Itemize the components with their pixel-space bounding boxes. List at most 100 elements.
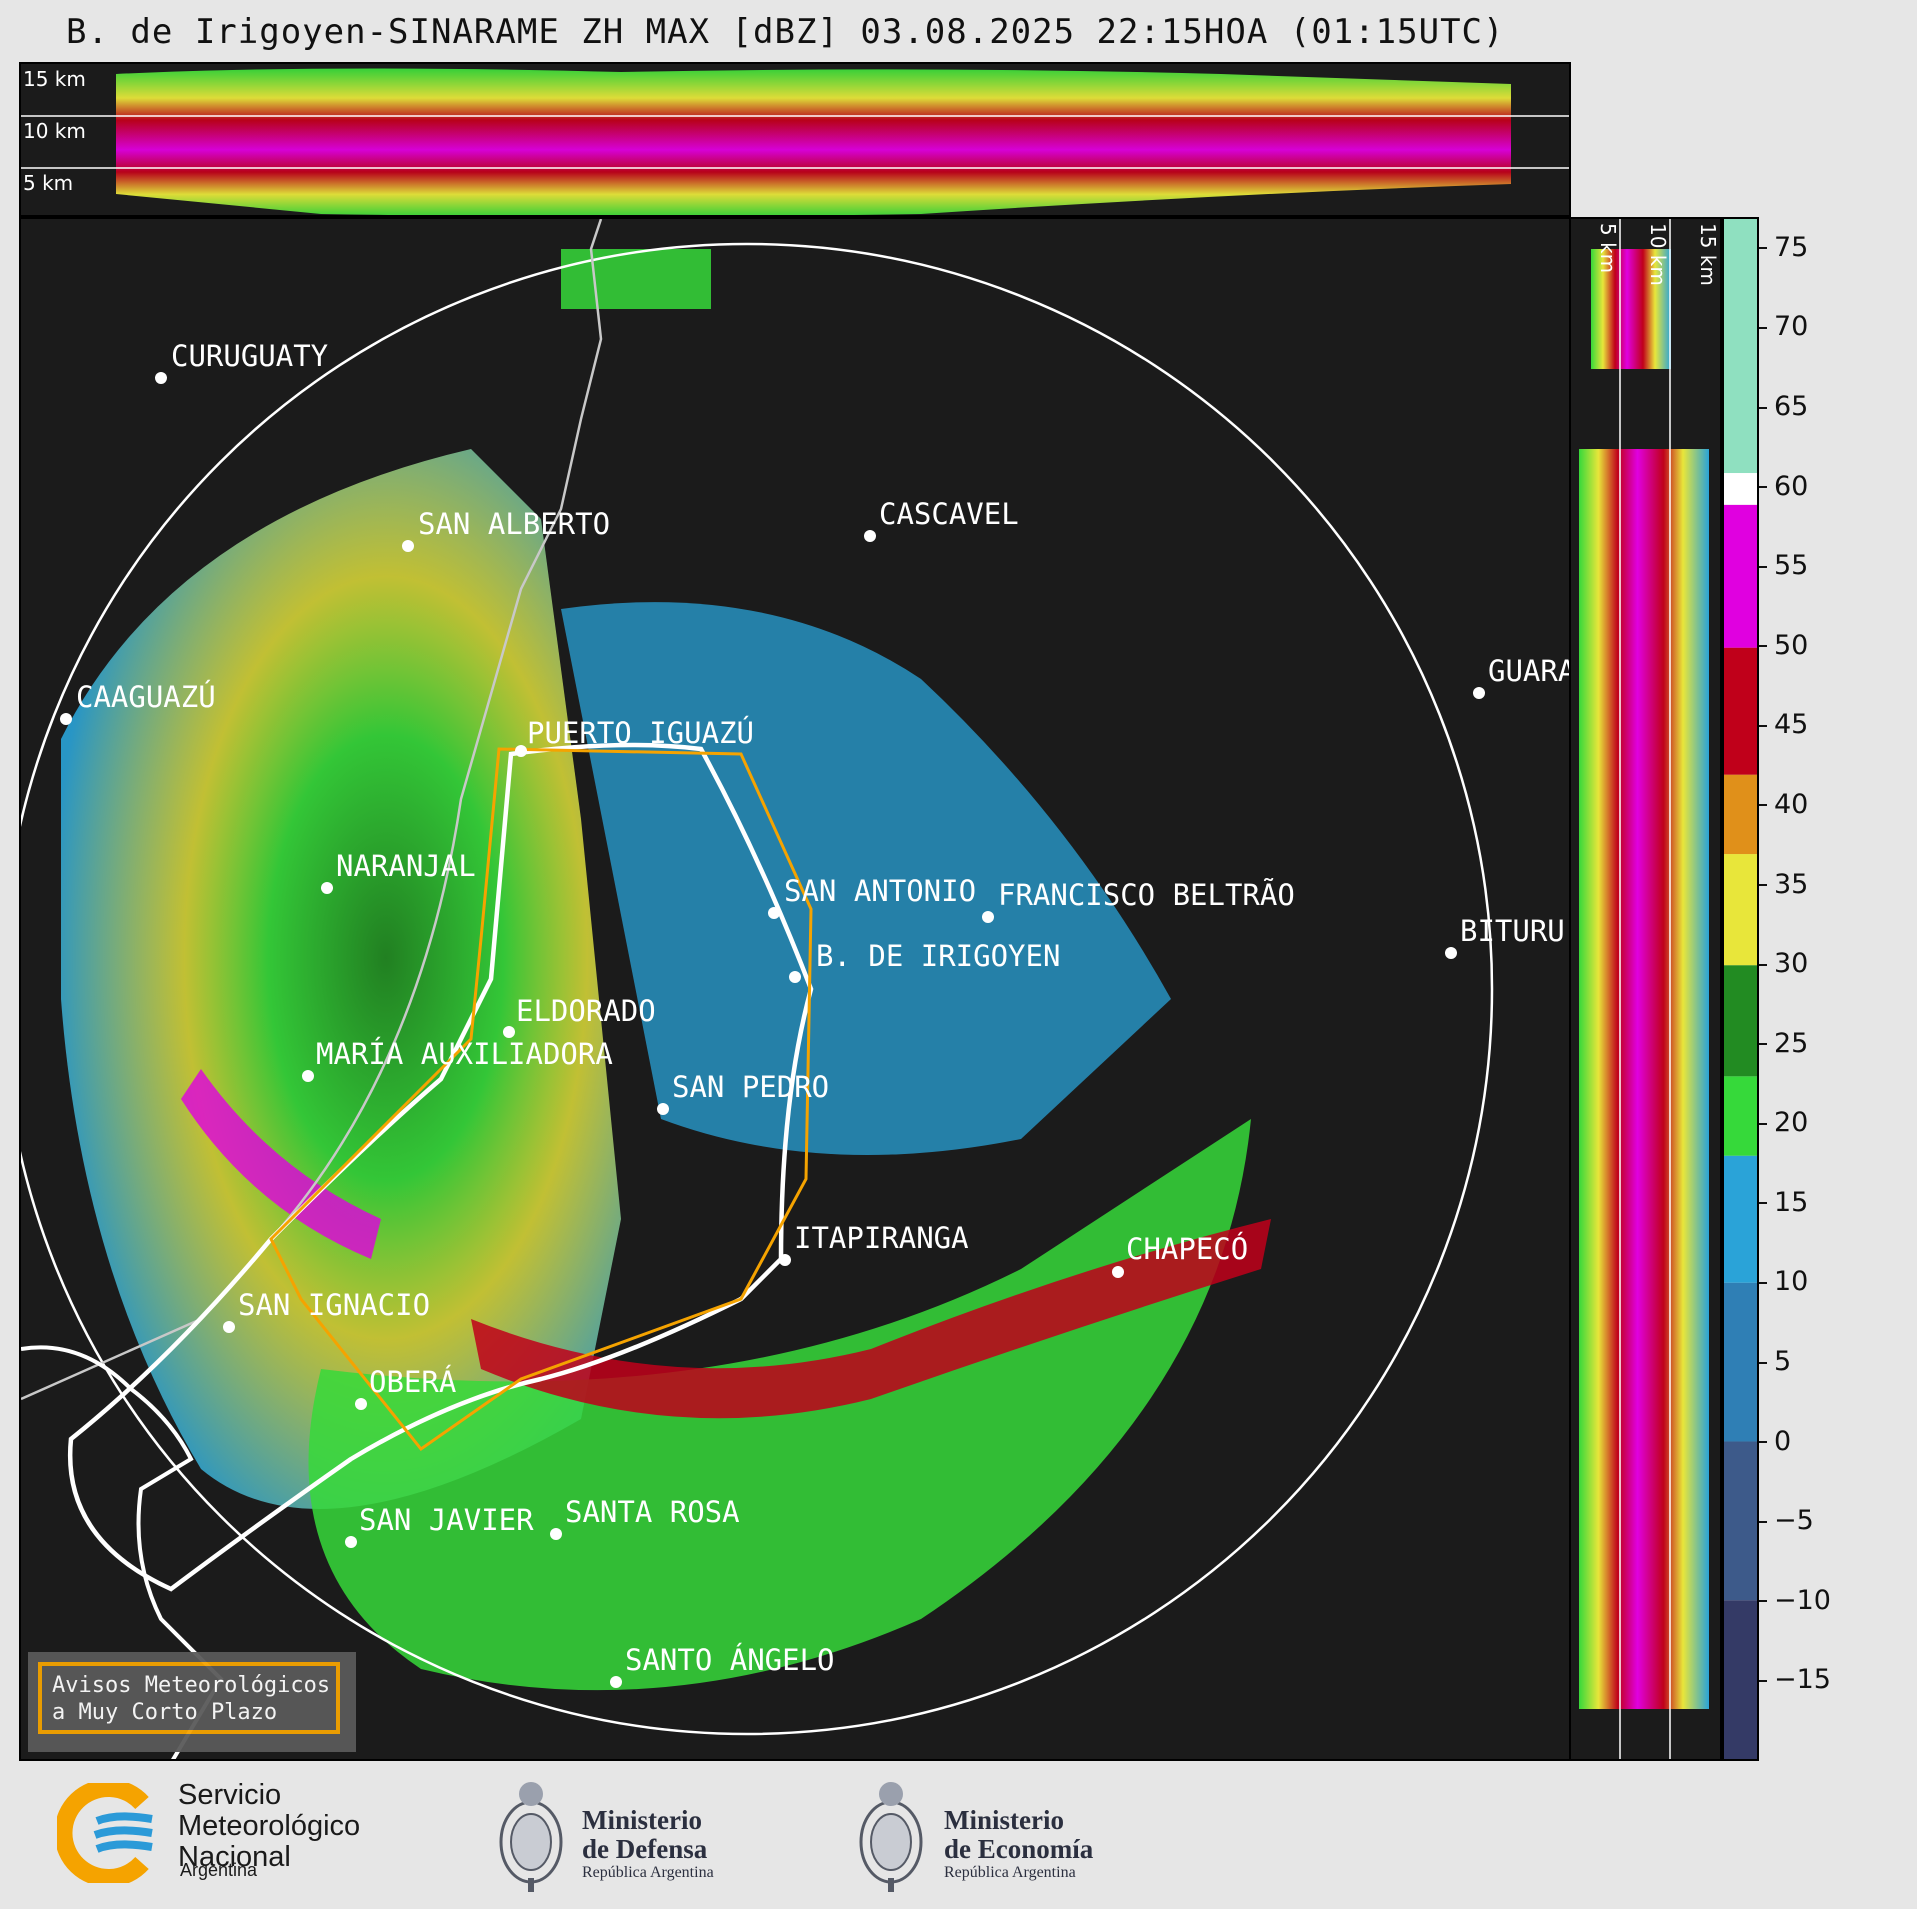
city-label-naranjal: NARANJAL bbox=[336, 849, 476, 883]
city-san-alberto[interactable]: SAN ALBERTO bbox=[402, 507, 610, 552]
colorbar-tick-label: 75 bbox=[1758, 232, 1808, 263]
defensa-line-2: de Defensa bbox=[582, 1834, 708, 1864]
colorbar-band bbox=[1724, 1441, 1757, 1601]
colorbar-band bbox=[1724, 219, 1757, 474]
side-height-label-10: 10 km bbox=[1646, 223, 1670, 286]
colorbar-tick-label: 55 bbox=[1758, 550, 1808, 581]
economia-line-1: Ministerio bbox=[944, 1805, 1064, 1835]
radar-map-panel[interactable]: CURUGUATY SAN ALBERTO CASCAVEL CAAGUAZÚ … bbox=[19, 217, 1571, 1761]
city-label-curuguaty: CURUGUATY bbox=[171, 339, 328, 373]
city-chapeco[interactable]: CHAPECÓ bbox=[1112, 1232, 1248, 1278]
defensa-seal-icon bbox=[495, 1778, 567, 1894]
colorbar-tick-label: 60 bbox=[1758, 471, 1808, 502]
defensa-logo-text: Ministerio de Defensa República Argentin… bbox=[582, 1806, 714, 1882]
smn-logo-icon bbox=[57, 1783, 153, 1883]
colorbar-tick-label: 30 bbox=[1758, 948, 1808, 979]
top-profile-echo bbox=[116, 68, 1511, 215]
city-label-san-javier: SAN JAVIER bbox=[359, 1503, 534, 1537]
province-boundary-misiones bbox=[67, 742, 814, 1592]
colorbar-band bbox=[1724, 1076, 1757, 1156]
economia-logo-text: Ministerio de Economía República Argenti… bbox=[944, 1806, 1093, 1882]
city-maria-auxiliadora[interactable]: MARÍA AUXILIADORA bbox=[302, 1037, 613, 1082]
defensa-line-1: Ministerio bbox=[582, 1805, 702, 1835]
range-ring bbox=[21, 242, 1494, 1736]
warnings-legend[interactable]: Avisos Meteorológicos a Muy Corto Plazo bbox=[28, 1652, 356, 1752]
colorbar-gradient bbox=[1724, 219, 1757, 1759]
colorbar-tick-label: 35 bbox=[1758, 869, 1808, 900]
colorbar-tick-label: −10 bbox=[1759, 1585, 1831, 1616]
city-label-maria-auxiliadora: MARÍA AUXILIADORA bbox=[316, 1037, 613, 1071]
colorbar-band bbox=[1724, 854, 1757, 966]
city-bituru[interactable]: BITURU bbox=[1445, 914, 1565, 959]
top-height-label-15: 15 km bbox=[23, 67, 86, 91]
city-cascavel[interactable]: CASCAVEL bbox=[864, 497, 1019, 542]
legend-line-1: Avisos Meteorológicos bbox=[52, 1673, 331, 1698]
colorbar-tick-label: −5 bbox=[1759, 1505, 1814, 1536]
echo-core-west bbox=[181, 1069, 381, 1259]
city-san-pedro[interactable]: SAN PEDRO bbox=[657, 1070, 829, 1115]
colorbar-tick-label: 5 bbox=[1758, 1346, 1791, 1377]
echo-core-band bbox=[471, 1219, 1271, 1419]
smn-sub: Argentina bbox=[180, 1860, 258, 1880]
colorbar-band bbox=[1724, 1155, 1757, 1283]
city-san-ignacio[interactable]: SAN IGNACIO bbox=[223, 1288, 430, 1333]
smn-logo[interactable] bbox=[57, 1783, 157, 1883]
radar-site-b-de-irigoyen[interactable]: B. DE IRIGOYEN bbox=[789, 939, 1060, 983]
city-label-chapeco: CHAPECÓ bbox=[1126, 1232, 1248, 1266]
top-height-profile-panel: 15 km 10 km 5 km bbox=[19, 62, 1571, 217]
echo-area-east bbox=[561, 602, 1171, 1155]
city-francisco-beltrao[interactable]: FRANCISCO BELTRÃO bbox=[982, 878, 1295, 923]
city-label-francisco-beltrao: FRANCISCO BELTRÃO bbox=[998, 878, 1295, 912]
city-caaguazu[interactable]: CAAGUAZÚ bbox=[60, 680, 216, 725]
city-label-san-pedro: SAN PEDRO bbox=[672, 1070, 829, 1104]
city-label-san-antonio: SAN ANTONIO bbox=[784, 874, 976, 908]
economia-sub: República Argentina bbox=[944, 1864, 1076, 1881]
side-profile-echo-north bbox=[1591, 249, 1671, 369]
city-eldorado[interactable]: ELDORADO bbox=[503, 994, 656, 1038]
colorbar-tick-label: 50 bbox=[1758, 630, 1808, 661]
city-label-bituru: BITURU bbox=[1460, 914, 1565, 948]
colorbar-tick-label: 10 bbox=[1758, 1266, 1808, 1297]
city-san-javier[interactable]: SAN JAVIER bbox=[345, 1503, 534, 1548]
warning-polygon bbox=[269, 747, 813, 1452]
economia-line-2: de Economía bbox=[944, 1834, 1094, 1864]
warnings-legend-frame: Avisos Meteorológicos a Muy Corto Plazo bbox=[38, 1662, 340, 1734]
city-puerto-iguazu[interactable]: PUERTO IGUAZÚ bbox=[515, 716, 754, 757]
radar-site-label: B. DE IRIGOYEN bbox=[816, 939, 1060, 973]
city-santa-rosa[interactable]: SANTA ROSA bbox=[550, 1495, 740, 1540]
city-label-guara: GUARA bbox=[1488, 654, 1571, 688]
echo-area-north bbox=[561, 249, 711, 309]
colorbar-tick-label: 25 bbox=[1758, 1028, 1808, 1059]
page-title: B. de Irigoyen-SINARAME ZH MAX [dBZ] 03.… bbox=[66, 12, 1505, 52]
economia-seal-icon bbox=[855, 1778, 927, 1894]
city-naranjal[interactable]: NARANJAL bbox=[321, 849, 476, 894]
city-guara[interactable]: GUARA bbox=[1473, 654, 1571, 699]
colorbar-band bbox=[1724, 647, 1757, 775]
city-san-antonio[interactable]: SAN ANTONIO bbox=[768, 874, 976, 919]
city-obera[interactable]: OBERÁ bbox=[355, 1365, 456, 1410]
colorbar-tick-label: 40 bbox=[1758, 789, 1808, 820]
side-height-label-5: 5 km bbox=[1596, 223, 1620, 273]
city-label-cascavel: CASCAVEL bbox=[879, 497, 1019, 531]
dbz-colorbar bbox=[1722, 217, 1759, 1761]
city-label-obera: OBERÁ bbox=[369, 1365, 456, 1399]
legend-line-2: a Muy Corto Plazo bbox=[52, 1700, 278, 1725]
colorbar-tick-label: 0 bbox=[1758, 1426, 1791, 1457]
city-santo-angelo[interactable]: SANTO ÁNGELO bbox=[610, 1643, 835, 1688]
side-height-profile-panel: 5 km 10 km 15 km bbox=[1569, 217, 1722, 1761]
colorbar-tick-label: 45 bbox=[1758, 709, 1808, 740]
colorbar-tick-label: 65 bbox=[1758, 391, 1808, 422]
side-height-label-15: 15 km bbox=[1696, 223, 1720, 286]
smn-line-2: Meteorológico bbox=[178, 1810, 361, 1842]
colorbar-tick-label: 70 bbox=[1758, 311, 1808, 342]
city-label-santa-rosa: SANTA ROSA bbox=[565, 1495, 740, 1529]
side-profile-echo-main bbox=[1579, 449, 1709, 1709]
city-curuguaty[interactable]: CURUGUATY bbox=[155, 339, 328, 384]
top-height-label-10: 10 km bbox=[23, 119, 86, 143]
colorbar-band bbox=[1724, 1600, 1757, 1759]
smn-logo-text: Servicio Meteorológico Nacional bbox=[178, 1780, 360, 1873]
border-line bbox=[21, 219, 603, 1401]
echo-area-west bbox=[61, 449, 621, 1509]
city-label-caaguazu: CAAGUAZÚ bbox=[76, 680, 216, 714]
city-itapiranga[interactable]: ITAPIRANGA bbox=[779, 1221, 969, 1266]
